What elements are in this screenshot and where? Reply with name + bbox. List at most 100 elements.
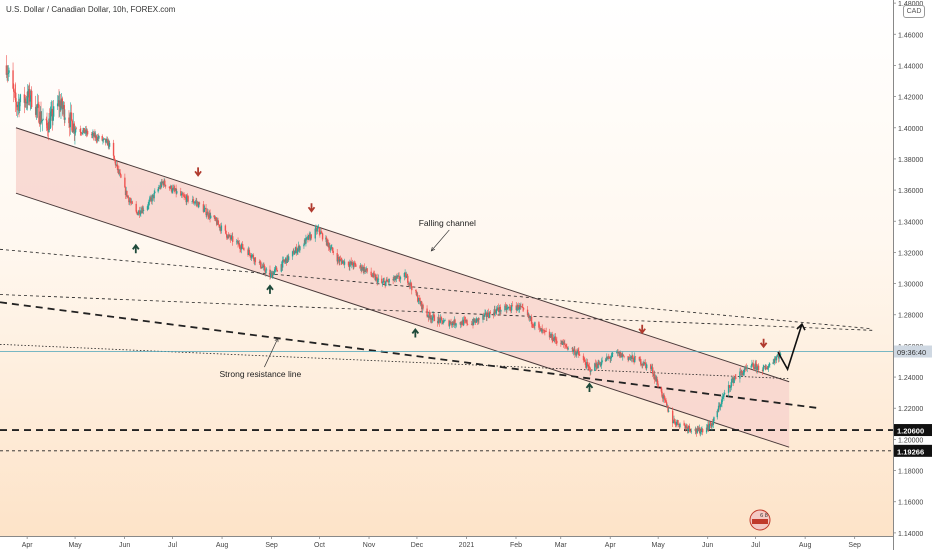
candle-up [437, 317, 440, 324]
candle-down [688, 425, 691, 429]
candle-down [59, 101, 62, 111]
candle-down [118, 169, 120, 174]
candle-up [49, 116, 52, 129]
candle-down [683, 423, 685, 425]
x-tick-label: Aug [799, 542, 812, 549]
candle-down [489, 312, 491, 314]
candle-up [98, 135, 100, 139]
candle-up [451, 321, 454, 326]
candle-down [114, 160, 117, 166]
candle-down [519, 305, 521, 307]
candle-up [662, 394, 665, 399]
candle-down [509, 307, 511, 311]
candle-down [701, 429, 704, 433]
candle-down [556, 340, 558, 344]
candle-up [151, 195, 153, 202]
candle-up [280, 264, 282, 272]
candle-down [283, 259, 285, 262]
candle-down [531, 323, 533, 325]
candle-down [565, 345, 567, 347]
x-tick-label: Apr [605, 542, 617, 549]
candle-down [337, 257, 340, 260]
candle-down [293, 250, 295, 255]
candle-up [600, 365, 602, 366]
candle-up [733, 378, 735, 383]
candle-down [753, 367, 755, 368]
candle-up [6, 73, 8, 75]
trendline-3 [0, 343, 790, 380]
candle-down [15, 92, 17, 102]
candle-down [295, 247, 298, 254]
candle-down [95, 135, 97, 140]
candle-down [582, 355, 585, 361]
candle-up [60, 105, 62, 111]
candle-up [204, 208, 206, 210]
candle-down [249, 252, 251, 256]
candle-down [752, 363, 754, 368]
candle-up [64, 117, 66, 120]
candle-down [674, 421, 677, 425]
candle-down [184, 197, 187, 198]
candle-down [499, 306, 501, 312]
candle-down [71, 120, 73, 133]
level-label-bg [894, 424, 932, 437]
candle-down [45, 118, 48, 121]
candle-up [721, 398, 723, 404]
candle-down [175, 188, 177, 194]
candle-up [762, 366, 764, 372]
candle-down [578, 351, 580, 355]
candle-down [741, 370, 743, 373]
candle-down [677, 420, 679, 425]
candle-up [742, 372, 744, 376]
candle-up [779, 353, 782, 356]
candle-up [439, 317, 442, 323]
candle-up [572, 350, 575, 352]
candle-up [294, 250, 296, 254]
candle-down [170, 185, 173, 192]
candle-down [419, 298, 421, 301]
candle-down [321, 233, 324, 240]
candle-up [769, 363, 771, 365]
candle-down [541, 328, 543, 331]
candle-down [599, 363, 601, 366]
candle-down [433, 314, 435, 316]
candle-down [158, 188, 161, 189]
candle-down [366, 268, 368, 272]
candle-down [577, 350, 579, 352]
candle-up [314, 228, 316, 239]
watermark-text: 6 8 [760, 513, 768, 519]
candle-up [516, 307, 518, 311]
candle-up [262, 265, 265, 268]
candle-up [743, 368, 746, 373]
x-tick-label: Jun [119, 542, 130, 549]
candle-up [712, 421, 714, 425]
candle-down [757, 365, 760, 371]
candles [5, 55, 782, 437]
candle-up [50, 111, 52, 117]
candle-up [382, 281, 384, 283]
y-tick-label: 1.38000 [898, 157, 923, 164]
currency-badge[interactable]: CAD [903, 5, 925, 18]
candle-down [127, 195, 129, 198]
candle-up [667, 410, 670, 412]
candle-down [555, 340, 557, 341]
candle-down [522, 307, 524, 308]
candle-up [720, 403, 722, 405]
candle-up [672, 422, 675, 424]
candle-down [135, 203, 137, 212]
candle-down [75, 128, 77, 130]
candle-up [148, 199, 151, 202]
annotation-pointer-head [274, 337, 279, 343]
candle-down [353, 262, 356, 264]
candle-up [754, 363, 756, 370]
candle-up [72, 131, 74, 133]
candle-up [271, 273, 274, 278]
candle-up [393, 278, 395, 281]
candle-up [84, 132, 86, 134]
y-tick-label: 1.22000 [898, 406, 923, 413]
candle-down [683, 424, 686, 426]
candle-down [218, 224, 221, 228]
candle-up [176, 191, 178, 194]
